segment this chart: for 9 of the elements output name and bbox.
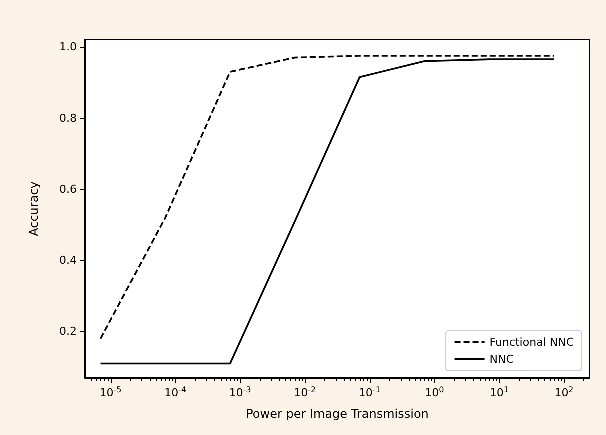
x-axis-title: Power per Image Transmission	[246, 407, 429, 421]
y-axis-title: Accuracy	[27, 182, 41, 236]
y-tick-label: 0.6	[60, 182, 77, 196]
legend-label: Functional NNC	[490, 336, 574, 349]
legend-label: NNC	[490, 353, 514, 366]
y-tick-label: 0.2	[60, 325, 77, 338]
y-tick-label: 1.0	[60, 40, 77, 54]
y-tick-label: 0.8	[60, 112, 77, 125]
y-tick-label: 0.4	[60, 254, 77, 268]
